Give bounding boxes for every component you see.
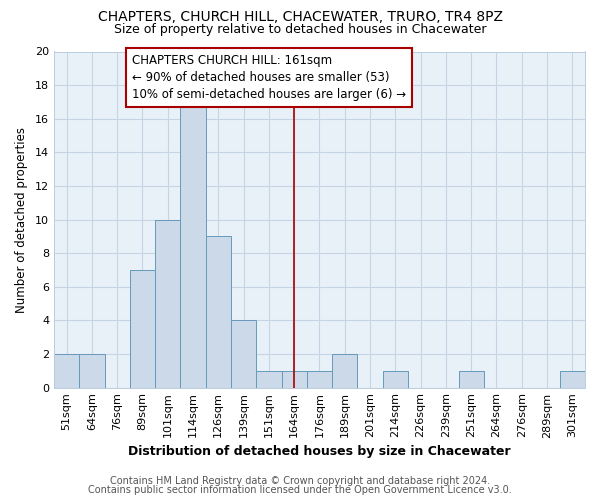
Bar [281,371,307,388]
Bar [383,371,408,388]
Bar [206,236,231,388]
Bar [307,371,332,388]
Text: CHAPTERS, CHURCH HILL, CHACEWATER, TRURO, TR4 8PZ: CHAPTERS, CHURCH HILL, CHACEWATER, TRURO… [97,10,503,24]
Bar [458,371,484,388]
Bar [54,354,79,388]
Text: Contains HM Land Registry data © Crown copyright and database right 2024.: Contains HM Land Registry data © Crown c… [110,476,490,486]
Text: CHAPTERS CHURCH HILL: 161sqm
← 90% of detached houses are smaller (53)
10% of se: CHAPTERS CHURCH HILL: 161sqm ← 90% of de… [133,54,406,101]
Bar [79,354,104,388]
X-axis label: Distribution of detached houses by size in Chacewater: Distribution of detached houses by size … [128,444,511,458]
Text: Contains public sector information licensed under the Open Government Licence v3: Contains public sector information licen… [88,485,512,495]
Bar [332,354,358,388]
Y-axis label: Number of detached properties: Number of detached properties [15,126,28,312]
Bar [256,371,281,388]
Bar [181,102,206,388]
Bar [155,220,181,388]
Bar [560,371,585,388]
Bar [231,320,256,388]
Text: Size of property relative to detached houses in Chacewater: Size of property relative to detached ho… [114,22,486,36]
Bar [130,270,155,388]
